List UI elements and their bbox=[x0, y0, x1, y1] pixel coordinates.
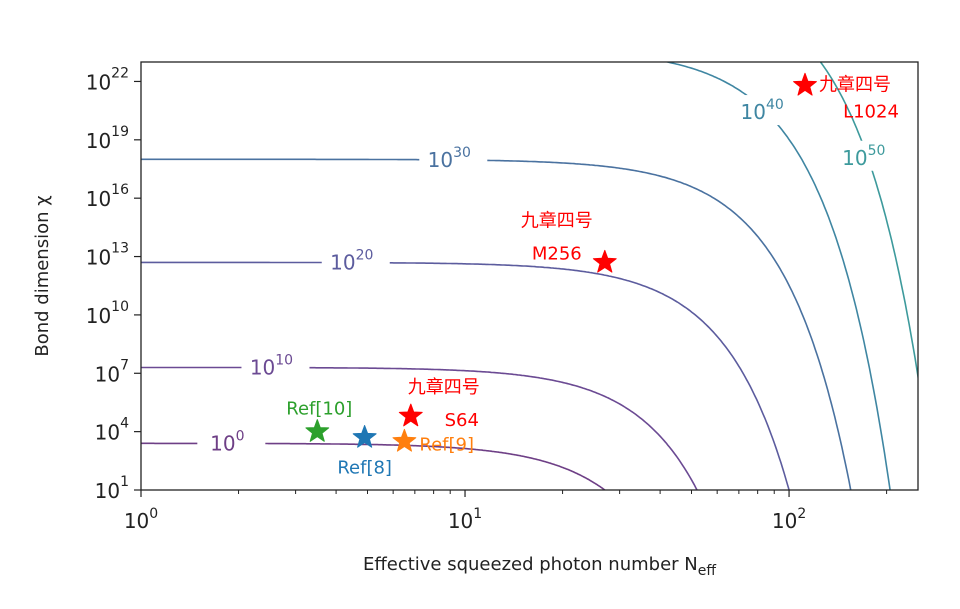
x-tick-label: 100 bbox=[124, 506, 158, 533]
data-point-star bbox=[398, 403, 423, 427]
point-label: Ref[8] bbox=[337, 457, 392, 478]
contour-label-bg bbox=[321, 245, 390, 276]
point-label-secondary: M256 bbox=[532, 243, 582, 264]
point-label: Ref[9] bbox=[419, 434, 474, 455]
y-tick-label: 104 bbox=[95, 416, 129, 445]
point-label: Ref[10] bbox=[286, 399, 352, 420]
contour-label: 1050 bbox=[842, 143, 885, 170]
point-label-secondary: L1024 bbox=[843, 101, 899, 122]
y-tick-label: 1022 bbox=[86, 65, 129, 94]
y-tick-label: 101 bbox=[95, 474, 129, 503]
y-tick-label: 1013 bbox=[86, 241, 129, 270]
data-points: 九章四号 L1024 九章四号 M256 九章四号 S64 Ref[10] Ref[8] Ref… bbox=[286, 72, 899, 478]
contour-labels: 100 1010 1020 1030 1040 1050 bbox=[197, 95, 902, 457]
point-label-secondary: S64 bbox=[445, 410, 479, 431]
x-tick-label: 101 bbox=[448, 506, 482, 533]
contour-label-bg bbox=[241, 350, 310, 381]
contour-line bbox=[141, 366, 698, 490]
data-point-star bbox=[592, 249, 617, 273]
y-tick-label: 107 bbox=[95, 357, 129, 386]
contour-label-bg bbox=[419, 142, 488, 173]
contour-line bbox=[141, 261, 790, 490]
point-label: 九章四号 bbox=[521, 210, 593, 231]
contour-label-bg bbox=[833, 140, 902, 171]
contour-label: 100 bbox=[210, 428, 244, 455]
y-tick-label: 1010 bbox=[86, 299, 129, 328]
contour-label: 1030 bbox=[428, 145, 471, 172]
contour-label: 1010 bbox=[250, 353, 293, 380]
y-tick-label: 1016 bbox=[86, 182, 129, 211]
contour-label-bg bbox=[732, 95, 801, 126]
y-tick-label: 1019 bbox=[86, 124, 129, 153]
data-point-star bbox=[352, 425, 377, 448]
point-label: 九章四号 bbox=[819, 74, 891, 95]
y-axis-label: Bond dimension χ bbox=[32, 195, 53, 356]
x-axis-label: Effective squeezed photon number Neff bbox=[363, 554, 716, 579]
contour-line bbox=[141, 158, 852, 490]
point-label: 九章四号 bbox=[408, 377, 480, 398]
axis-ticks: 100 101 102 101 104 107 1010 1013 1016 1019 1022 bbox=[86, 65, 888, 533]
data-point-star bbox=[305, 419, 330, 442]
data-point-star bbox=[392, 428, 417, 452]
x-tick-label: 102 bbox=[772, 506, 806, 533]
contour-label: 1020 bbox=[330, 248, 373, 275]
data-point-star bbox=[793, 72, 817, 96]
plot-frame bbox=[140, 61, 919, 491]
contour-label-bg bbox=[197, 426, 266, 457]
contour-label: 1040 bbox=[741, 97, 784, 124]
